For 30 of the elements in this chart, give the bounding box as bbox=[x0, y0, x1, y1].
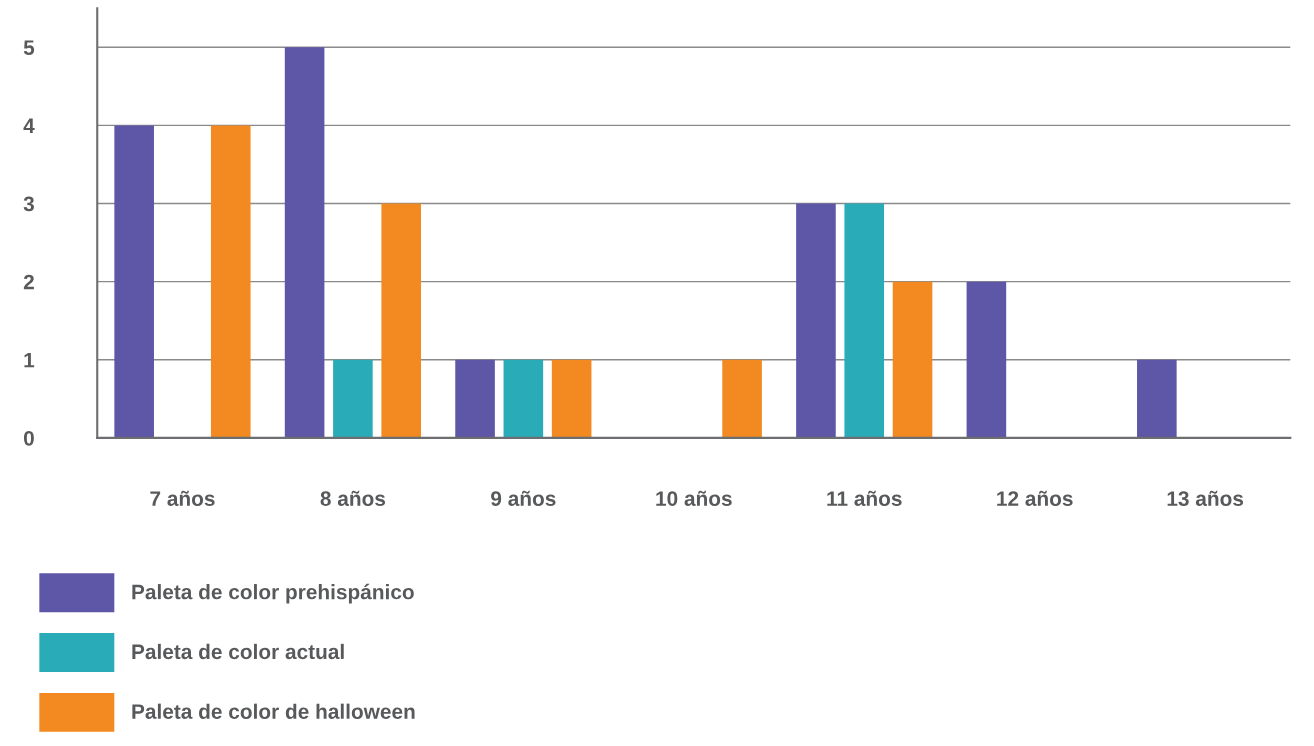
y-tick-label: 0 bbox=[23, 430, 34, 446]
y-tick-label: 1 bbox=[24, 352, 35, 368]
bar bbox=[455, 359, 495, 438]
bar bbox=[381, 203, 421, 438]
x-tick-label: 11 años bbox=[827, 490, 902, 506]
bar bbox=[503, 359, 544, 438]
bar bbox=[210, 125, 251, 438]
x-tick-label: 10 años bbox=[656, 490, 732, 506]
x-tick-label: 8 años bbox=[320, 490, 386, 506]
bar bbox=[892, 281, 933, 438]
y-tick-label: 4 bbox=[23, 118, 35, 133]
bar bbox=[966, 281, 1007, 438]
y-tick-label: 3 bbox=[23, 196, 34, 212]
bar bbox=[333, 359, 373, 438]
bar bbox=[722, 359, 762, 438]
bar bbox=[551, 359, 592, 438]
x-tick-label: 13 años bbox=[1167, 490, 1244, 507]
bar bbox=[1137, 359, 1177, 438]
bar bbox=[844, 203, 885, 438]
legend-label: Paleta de color prehispánico bbox=[132, 583, 414, 604]
legend-label: Paleta de color de halloween bbox=[132, 703, 415, 719]
x-tick-label: 7 años bbox=[150, 490, 215, 506]
y-tick-label: 2 bbox=[23, 274, 34, 290]
bar bbox=[796, 203, 836, 438]
y-tick-label: 5 bbox=[23, 40, 35, 56]
x-tick-label: 9 años bbox=[491, 490, 556, 506]
x-tick-label: 12 años bbox=[997, 490, 1073, 506]
bar bbox=[114, 125, 154, 438]
legend-label: Paleta de color actual bbox=[132, 643, 344, 660]
bar bbox=[284, 47, 325, 438]
